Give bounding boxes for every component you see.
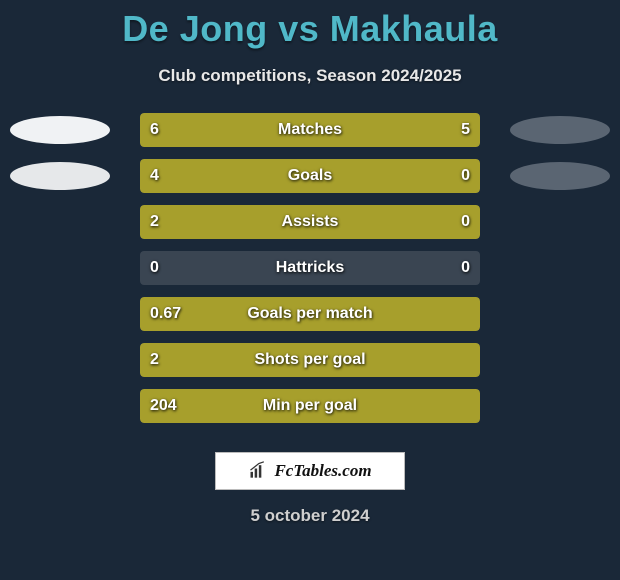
stat-label: Assists (140, 205, 480, 239)
bar-track: 204Min per goal (140, 389, 480, 423)
player-right-marker (510, 162, 610, 190)
stat-row: 40Goals (0, 162, 620, 208)
bar-track: 0.67Goals per match (140, 297, 480, 331)
stat-row: 00Hattricks (0, 254, 620, 300)
bar-track: 20Assists (140, 205, 480, 239)
stat-label: Goals (140, 159, 480, 193)
stat-label: Hattricks (140, 251, 480, 285)
comparison-chart: 65Matches 40Goals 20Assists 00Hattricks 0.67… (0, 116, 620, 438)
bar-track: 2Shots per goal (140, 343, 480, 377)
bar-track: 00Hattricks (140, 251, 480, 285)
stat-row: 20Assists (0, 208, 620, 254)
page-subtitle: Club competitions, Season 2024/2025 (0, 66, 620, 86)
stat-row: 65Matches (0, 116, 620, 162)
stat-label: Goals per match (140, 297, 480, 331)
stat-label: Min per goal (140, 389, 480, 423)
stat-label: Shots per goal (140, 343, 480, 377)
footer-badge: FcTables.com (215, 452, 405, 490)
footer-brand: FcTables.com (274, 461, 371, 481)
player-left-marker (10, 162, 110, 190)
player-left-marker (10, 116, 110, 144)
stat-row: 2Shots per goal (0, 346, 620, 392)
stat-row: 0.67Goals per match (0, 300, 620, 346)
chart-icon (248, 461, 268, 481)
player-right-marker (510, 116, 610, 144)
bar-track: 65Matches (140, 113, 480, 147)
stat-label: Matches (140, 113, 480, 147)
bar-track: 40Goals (140, 159, 480, 193)
page-title: De Jong vs Makhaula (0, 0, 620, 50)
footer-date: 5 october 2024 (0, 506, 620, 526)
stat-row: 204Min per goal (0, 392, 620, 438)
